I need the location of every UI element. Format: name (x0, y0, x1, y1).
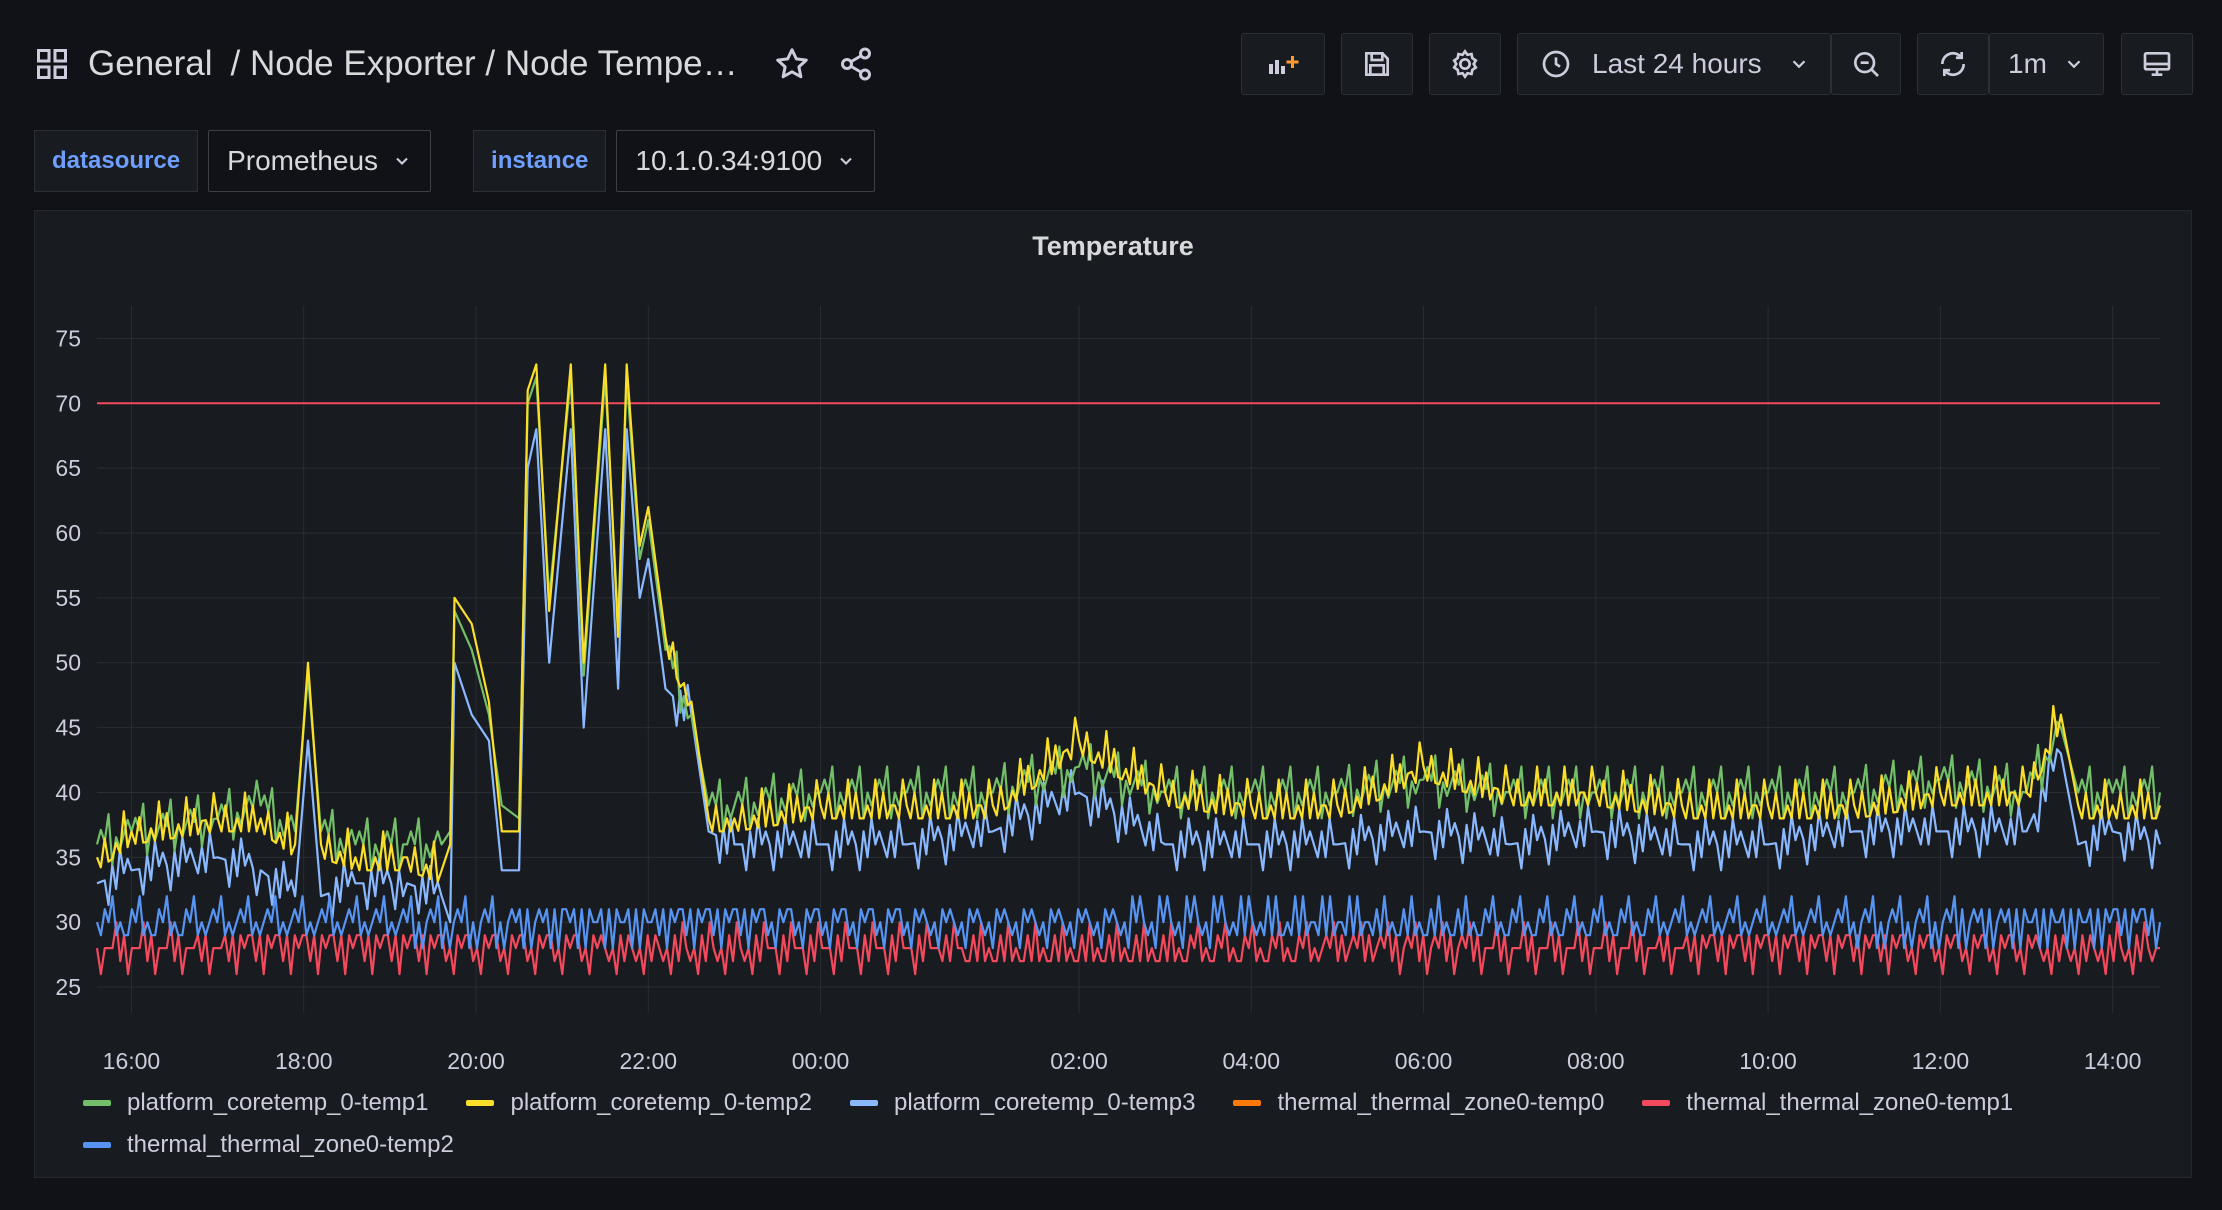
refresh-icon (1940, 51, 1966, 77)
legend-swatch (1642, 1100, 1671, 1106)
chevron-down-icon (1792, 60, 1805, 69)
legend-label: thermal_thermal_zone0-temp2 (127, 1131, 454, 1158)
chevron-down-icon (2067, 60, 2081, 69)
instance-value: 10.1.0.34:9100 (635, 145, 823, 176)
series-line-platform_coretemp_0-temp2 (95, 363, 2162, 883)
datasource-value: Prometheus (227, 145, 379, 176)
top-navbar: General / Node Exporter / Node Tempe… (0, 0, 2222, 130)
legend-item[interactable]: platform_coretemp_0-temp3 (849, 1089, 1196, 1117)
y-tick-label: 40 (55, 779, 81, 805)
y-tick-label: 75 (55, 325, 81, 351)
x-tick-label: 22:00 (620, 1048, 678, 1074)
dashboard-grid-icon[interactable] (34, 46, 70, 82)
chart-legend: platform_coretemp_0-temp1 platform_corete… (83, 1089, 2153, 1159)
x-tick-label: 18:00 (275, 1048, 333, 1074)
variable-label-datasource: datasource (34, 130, 199, 192)
add-panel-icon (1269, 56, 1299, 74)
refresh-interval-picker[interactable]: 1m (1989, 33, 2104, 95)
legend-swatch (83, 1142, 111, 1148)
series-line-platform_coretemp_0-temp3 (96, 428, 2162, 924)
legend-item[interactable]: platform_coretemp_0-temp1 (83, 1089, 428, 1117)
breadcrumb: General / Node Exporter / Node Tempe… (34, 34, 874, 94)
x-tick-label: 04:00 (1222, 1048, 1280, 1074)
y-tick-label: 70 (55, 390, 81, 416)
breadcrumb-folder-link[interactable]: General (88, 44, 213, 83)
x-tick-label: 14:00 (2084, 1048, 2142, 1074)
legend-item[interactable]: thermal_thermal_zone0-temp2 (83, 1131, 454, 1159)
x-tick-label: 10:00 (1739, 1048, 1797, 1074)
legend-item[interactable]: thermal_thermal_zone0-temp0 (1233, 1089, 1604, 1117)
x-tick-label: 20:00 (447, 1048, 505, 1074)
y-tick-label: 60 (55, 520, 81, 546)
dashboard-settings-button[interactable] (1429, 33, 1501, 95)
y-tick-label: 65 (55, 455, 81, 481)
y-tick-label: 50 (55, 650, 81, 676)
tv-mode-button[interactable] (2121, 33, 2193, 95)
refresh-button[interactable] (1917, 33, 1989, 95)
legend-label: platform_coretemp_0-temp1 (127, 1089, 429, 1116)
legend-item[interactable]: thermal_thermal_zone0-temp1 (1642, 1089, 2013, 1117)
variable-label-instance: instance (473, 130, 607, 192)
refresh-interval-label: 1m (2008, 48, 2047, 79)
series-line-platform_coretemp_0-temp1 (95, 376, 2162, 872)
x-tick-label: 00:00 (792, 1048, 850, 1074)
x-tick-label: 16:00 (103, 1048, 161, 1074)
breadcrumb-dashboard-title[interactable]: / Node Exporter / Node Tempe… (230, 44, 738, 83)
legend-swatch (466, 1100, 495, 1106)
time-range-label: Last 24 hours (1592, 48, 1762, 79)
y-tick-label: 55 (55, 585, 81, 611)
legend-swatch (83, 1100, 111, 1106)
star-icon[interactable] (774, 46, 810, 82)
y-tick-label: 30 (55, 909, 81, 935)
clock-icon (1542, 50, 1570, 78)
settings-icon (1452, 48, 1478, 80)
instance-select[interactable]: 10.1.0.34:9100 (616, 130, 876, 192)
chevron-down-icon (396, 157, 408, 165)
legend-label: thermal_thermal_zone0-temp0 (1277, 1089, 1605, 1116)
x-tick-label: 02:00 (1050, 1048, 1108, 1074)
share-icon[interactable] (838, 46, 874, 82)
zoom-out-icon (1854, 52, 1879, 77)
template-variables: datasource Prometheus instance 10.1.0.34… (34, 130, 876, 192)
x-tick-label: 06:00 (1395, 1048, 1453, 1074)
x-tick-label: 12:00 (1912, 1048, 1970, 1074)
x-tick-label: 08:00 (1567, 1048, 1625, 1074)
y-tick-label: 35 (55, 844, 81, 870)
legend-label: thermal_thermal_zone0-temp1 (1686, 1089, 2014, 1116)
zoom-out-button[interactable] (1831, 33, 1901, 95)
series-line-thermal_thermal_zone0-temp2 (95, 895, 2162, 950)
add-panel-button[interactable] (1241, 33, 1325, 95)
tv-mode-icon (2143, 52, 2171, 76)
time-range-picker[interactable]: Last 24 hours (1517, 33, 1831, 95)
temperature-panel[interactable]: Temperature 25 30 35 40 45 50 55 60 65 70 75 16:00 1… (34, 210, 2192, 1178)
legend-label: platform_coretemp_0-temp2 (510, 1089, 812, 1116)
y-tick-label: 25 (55, 974, 81, 1000)
temperature-chart[interactable]: 25 30 35 40 45 50 55 60 65 70 75 16:00 18:00 20:00 22:… (35, 211, 2191, 1081)
save-icon (1365, 52, 1389, 76)
legend-label: platform_coretemp_0-temp3 (893, 1089, 1196, 1116)
legend-item[interactable]: platform_coretemp_0-temp2 (466, 1089, 812, 1117)
save-dashboard-button[interactable] (1341, 33, 1413, 95)
datasource-select[interactable]: Prometheus (208, 130, 432, 192)
panel-title[interactable]: Temperature (1032, 231, 1194, 261)
legend-swatch (849, 1100, 878, 1106)
chevron-down-icon (840, 157, 852, 165)
y-tick-label: 45 (55, 715, 81, 741)
legend-swatch (1233, 1100, 1262, 1106)
